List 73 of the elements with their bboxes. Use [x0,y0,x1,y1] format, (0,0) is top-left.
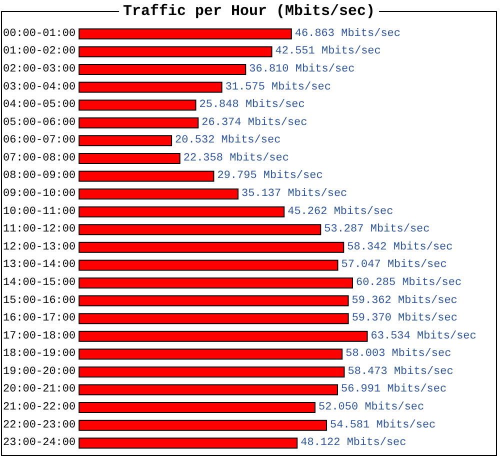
data-label: 56.991 Mbits/sec [340,384,447,396]
bar [78,170,214,182]
data-label: 48.122 Mbits/sec [300,437,406,450]
data-label: 22.358 Mbits/sec [183,152,289,164]
y-tick-label: 00:00-01:00 [2,28,76,40]
data-label: 46.863 Mbits/sec [294,28,401,40]
y-tick-label: 08:00-09:00 [2,170,76,182]
bar [78,206,285,218]
data-label: 59.362 Mbits/sec [352,294,458,307]
bar [78,438,298,449]
data-label: 58.473 Mbits/sec [348,366,454,378]
bar [78,366,345,378]
data-label: 59.370 Mbits/sec [352,312,458,325]
bar [78,28,292,40]
y-tick-label: 18:00-19:00 [2,348,76,360]
y-tick-label: 10:00-11:00 [2,206,76,218]
bar [78,117,199,128]
bar [78,313,349,324]
bar [78,402,316,414]
bar [78,242,344,253]
data-label: 54.581 Mbits/sec [330,419,436,432]
data-label: 53.287 Mbits/sec [324,224,430,236]
bar [78,224,322,236]
y-tick-label: 09:00-10:00 [2,188,76,200]
bar [78,277,353,288]
y-tick-label: 21:00-22:00 [2,402,76,414]
data-label: 45.262 Mbits/sec [288,206,394,218]
y-tick-label: 19:00-20:00 [2,366,76,378]
y-tick-label: 23:00-24:00 [2,437,76,450]
data-label: 58.342 Mbits/sec [347,241,453,254]
y-tick-label: 15:00-16:00 [2,294,76,307]
y-tick-label: 16:00-17:00 [2,312,76,325]
data-label: 31.575 Mbits/sec [225,81,331,94]
y-tick-label: 20:00-21:00 [2,384,76,396]
chart-title: Traffic per Hour (Mbits/sec) [122,3,376,20]
bar [78,135,172,146]
bar [78,188,239,200]
data-label: 36.810 Mbits/sec [249,63,355,76]
y-tick-label: 05:00-06:00 [2,116,76,129]
y-tick-label: 13:00-14:00 [2,259,76,272]
bar [78,46,272,58]
y-tick-label: 11:00-12:00 [2,224,76,236]
y-tick-label: 17:00-18:00 [2,330,76,342]
bar [78,348,343,360]
bar [78,420,328,431]
data-label: 57.047 Mbits/sec [341,259,447,272]
bar [78,64,246,75]
y-tick-label: 12:00-13:00 [2,241,76,254]
data-label: 52.050 Mbits/sec [318,402,424,414]
bar [78,152,180,164]
data-label: 42.551 Mbits/sec [275,46,381,58]
y-tick-label: 02:00-03:00 [2,63,76,76]
bar [78,82,222,93]
y-tick-label: 03:00-04:00 [2,81,76,94]
y-tick-label: 22:00-23:00 [2,419,76,432]
y-tick-label: 14:00-15:00 [2,276,76,289]
data-label: 60.285 Mbits/sec [356,276,462,289]
y-tick-label: 06:00-07:00 [2,134,76,147]
bar [78,330,368,342]
y-tick-label: 04:00-05:00 [2,99,76,112]
y-tick-label: 01:00-02:00 [2,46,76,58]
data-label: 25.848 Mbits/sec [199,99,305,112]
data-label: 58.003 Mbits/sec [346,348,452,360]
bar [78,100,196,111]
y-tick-label: 07:00-08:00 [2,152,76,164]
bar [78,260,338,271]
data-label: 63.534 Mbits/sec [370,330,476,342]
data-label: 26.374 Mbits/sec [202,116,308,129]
bar [78,295,349,306]
data-label: 20.532 Mbits/sec [175,134,281,147]
data-label: 29.795 Mbits/sec [217,170,323,182]
data-label: 35.137 Mbits/sec [242,188,348,200]
bar [78,384,338,396]
